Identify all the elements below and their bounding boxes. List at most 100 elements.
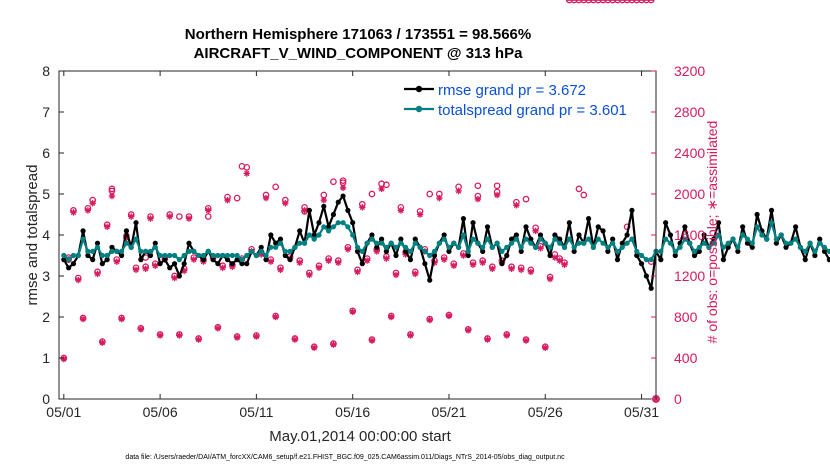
y-tick-label-right: 800: [674, 309, 698, 325]
x-tick-label: 05/11: [239, 404, 273, 420]
rmse-point: [696, 248, 702, 254]
obs-assimilated-marker: [166, 213, 173, 220]
obs-possible-marker: [585, 0, 592, 4]
obs-assimilated-marker: [219, 264, 226, 271]
totalspread-series: [61, 220, 830, 263]
totalspread-point: [191, 248, 197, 254]
obs-possible-marker: [176, 213, 183, 220]
obs-assimilated-marker: [171, 274, 178, 282]
obs-assimilated-marker: [310, 344, 318, 351]
x-tick-label: 05/16: [335, 404, 370, 420]
totalspread-point: [123, 240, 130, 246]
totalspread-point: [157, 252, 163, 259]
totalspread-point: [508, 240, 515, 246]
rmse-point: [118, 252, 125, 259]
rmse-point: [460, 216, 467, 222]
rmse-point: [383, 248, 389, 254]
totalspread-point: [619, 244, 625, 250]
rmse-point: [465, 252, 471, 259]
obs-possible-marker: [575, 185, 583, 193]
totalspread-point: [186, 248, 192, 254]
totalspread-point: [764, 236, 770, 242]
totalspread-point: [778, 232, 784, 238]
rmse-point: [638, 261, 645, 267]
totalspread-point: [499, 248, 505, 254]
totalspread-point: [205, 248, 211, 254]
rmse-point: [446, 248, 452, 254]
obs-assimilated-marker: [479, 259, 486, 266]
obs-possible-marker: [604, 0, 612, 4]
obs-assimilated-marker: [118, 315, 125, 323]
obs-assimilated-marker: [469, 261, 477, 268]
obs-assimilated-marker: [89, 200, 96, 207]
totalspread-point: [465, 248, 471, 254]
obs-possible-marker: [638, 0, 645, 4]
obs-assimilated-marker: [190, 256, 198, 263]
y-tick-label-right: 400: [674, 350, 698, 366]
obs-assimilated-marker: [465, 327, 472, 334]
rmse-point: [508, 236, 515, 242]
rmse-point: [66, 265, 72, 271]
obs-assimilated-marker: [508, 265, 515, 273]
rmse-point: [123, 228, 130, 234]
obs-possible-marker: [383, 181, 390, 189]
totalspread-point: [398, 240, 404, 246]
rmse-point: [282, 252, 288, 259]
totalspread-point: [826, 248, 830, 254]
rmse-point: [523, 224, 529, 230]
totalspread-point: [422, 248, 428, 254]
rmse-point: [744, 240, 751, 246]
obs-assimilated-marker: [383, 255, 390, 262]
totalspread-point: [489, 244, 495, 250]
legend-rmse-label: rmse grand pr = 3.672: [438, 82, 586, 99]
rmse-point: [200, 257, 207, 263]
legend: rmse grand pr = 3.672 totalspread grand …: [404, 82, 627, 119]
rmse-point: [147, 252, 154, 259]
obs-assimilated-marker: [94, 270, 101, 278]
rmse-point: [104, 257, 110, 263]
totalspread-point: [744, 236, 751, 242]
totalspread-point: [104, 252, 110, 259]
obs-assimilated-marker: [460, 252, 467, 259]
totalspread-point: [306, 232, 312, 238]
obs-assimilated-marker: [147, 215, 154, 222]
totalspread-point: [143, 248, 149, 254]
totalspread-point: [749, 240, 755, 246]
rmse-point: [311, 232, 317, 238]
totalspread-point: [605, 244, 611, 250]
rmse-point: [176, 273, 182, 279]
rmse-point: [518, 248, 524, 254]
rmse-point: [80, 228, 86, 234]
totalspread-point: [196, 252, 202, 259]
obs-assimilated-marker: [344, 246, 352, 253]
obs-assimilated-marker: [306, 271, 313, 279]
obs-assimilated-marker: [354, 268, 361, 276]
rmse-point: [330, 211, 337, 218]
rmse-point: [691, 252, 698, 259]
y-axis-label-right: # of obs: o=possible; ∗=assimilated: [704, 121, 720, 344]
obs-possible-marker: [609, 0, 617, 4]
rmse-point: [340, 193, 346, 199]
obs-assimilated-marker: [84, 207, 92, 214]
rmse-point: [258, 244, 264, 250]
rmse-point: [321, 203, 327, 209]
obs-possible-marker: [580, 0, 588, 4]
totalspread-point: [311, 236, 317, 242]
totalspread-point: [369, 236, 375, 242]
rmse-point: [427, 277, 433, 283]
obs-assimilated-marker: [407, 332, 414, 339]
rmse-point: [350, 220, 356, 226]
rmse-point: [244, 261, 250, 267]
y-tick-label-right: 2400: [674, 145, 705, 161]
x-tick-label: 05/01: [46, 404, 81, 420]
totalspread-point: [788, 240, 794, 246]
y-tick-label-left: 0: [42, 391, 50, 407]
x-tick-label: 05/21: [431, 404, 466, 420]
obs-assimilated-marker: [416, 211, 424, 218]
obs-assimilated-marker: [527, 268, 535, 276]
rmse-point: [629, 207, 635, 213]
totalspread-point: [210, 252, 216, 259]
rmse-point: [378, 236, 385, 242]
totalspread-point: [730, 236, 736, 242]
totalspread-point: [253, 252, 259, 259]
